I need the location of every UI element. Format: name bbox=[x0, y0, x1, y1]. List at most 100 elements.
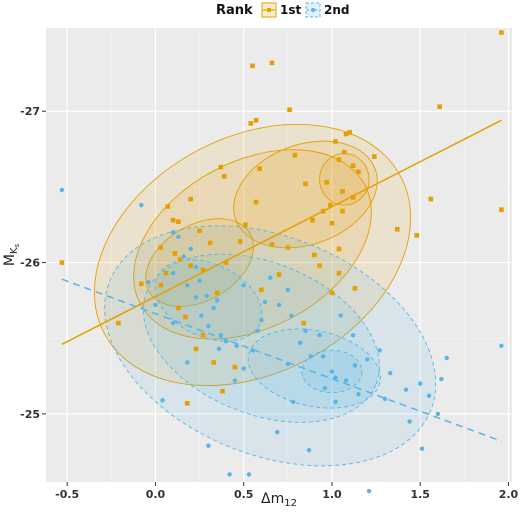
contour-2nd-level-3 bbox=[247, 328, 381, 409]
y-axis-title-sub: K bbox=[9, 247, 20, 254]
point-2nd bbox=[160, 398, 165, 403]
point-2nd bbox=[193, 264, 199, 270]
point-1st bbox=[292, 152, 298, 158]
point-2nd bbox=[306, 448, 312, 453]
point-2nd bbox=[170, 230, 176, 235]
y-tick-label: -27 bbox=[20, 105, 40, 118]
point-2nd bbox=[227, 472, 232, 477]
point-2nd bbox=[234, 343, 239, 348]
legend-label-1st: 1st bbox=[280, 3, 301, 17]
point-1st bbox=[200, 267, 206, 273]
fit-lines bbox=[61, 119, 502, 442]
point-2nd bbox=[289, 313, 294, 318]
point-1st bbox=[183, 314, 188, 320]
point-2nd bbox=[352, 363, 358, 368]
point-1st bbox=[59, 260, 65, 265]
point-1st bbox=[499, 207, 504, 212]
point-2nd bbox=[218, 333, 223, 338]
point-2nd bbox=[285, 287, 291, 293]
point-1st bbox=[342, 149, 347, 155]
point-2nd bbox=[216, 346, 222, 352]
point-1st bbox=[116, 320, 121, 326]
point-2nd bbox=[377, 348, 382, 353]
point-2nd bbox=[139, 202, 144, 208]
y-axis-title-base: M bbox=[2, 254, 18, 266]
point-2nd bbox=[333, 399, 338, 404]
point-2nd bbox=[206, 323, 211, 329]
point-2nd bbox=[418, 381, 423, 386]
point-2nd bbox=[407, 419, 412, 424]
x-tick-label: 1.5 bbox=[410, 488, 430, 501]
point-2nd bbox=[204, 293, 209, 299]
point-2nd bbox=[426, 393, 432, 398]
point-1st bbox=[221, 174, 227, 179]
point-2nd bbox=[366, 488, 372, 494]
point-2nd bbox=[382, 396, 388, 401]
contour-2nd-level-4 bbox=[154, 259, 263, 342]
point-2nd bbox=[439, 376, 444, 382]
point-2nd bbox=[197, 278, 202, 283]
point-1st bbox=[276, 272, 282, 277]
point-1st bbox=[214, 290, 220, 296]
point-2nd bbox=[267, 275, 273, 280]
point-1st bbox=[320, 208, 326, 214]
point-2nd bbox=[170, 270, 176, 276]
point-2nd bbox=[308, 354, 313, 359]
point-1st bbox=[303, 181, 308, 187]
point-2nd bbox=[333, 375, 338, 380]
point-2nd bbox=[146, 280, 151, 285]
point-1st bbox=[336, 246, 342, 252]
point-1st bbox=[250, 63, 255, 69]
point-2nd bbox=[444, 355, 449, 361]
point-2nd bbox=[176, 234, 181, 240]
point-1st bbox=[285, 245, 291, 250]
point-1st bbox=[139, 281, 144, 287]
point-2nd bbox=[211, 305, 216, 311]
point-2nd bbox=[343, 378, 349, 383]
point-1st bbox=[193, 346, 199, 352]
point-1st bbox=[184, 401, 190, 406]
point-2nd bbox=[285, 361, 291, 367]
point-1st bbox=[336, 270, 342, 276]
point-2nd bbox=[403, 387, 409, 392]
point-1st bbox=[172, 251, 178, 256]
point-2nd bbox=[153, 302, 158, 308]
panel-background bbox=[46, 28, 512, 482]
point-1st bbox=[347, 130, 352, 135]
x-tick-label: 0.0 bbox=[146, 488, 166, 501]
point-2nd bbox=[188, 246, 193, 252]
point-2nd bbox=[499, 343, 504, 348]
point-1st bbox=[207, 240, 213, 246]
grid-minor bbox=[46, 28, 512, 482]
point-1st bbox=[333, 139, 338, 144]
point-2nd bbox=[185, 283, 190, 288]
y-axis-title-subsub: s bbox=[13, 244, 21, 248]
point-1st bbox=[336, 157, 342, 162]
contour-1st-level-3 bbox=[233, 140, 378, 249]
point-2nd bbox=[241, 366, 246, 371]
point-1st bbox=[329, 290, 335, 296]
point-1st bbox=[394, 226, 400, 232]
point-2nd bbox=[232, 378, 238, 383]
point-1st bbox=[158, 245, 164, 250]
point-1st bbox=[317, 263, 322, 268]
point-1st bbox=[372, 154, 377, 159]
point-1st bbox=[329, 220, 335, 226]
grid-major bbox=[46, 28, 512, 482]
point-2nd bbox=[215, 298, 220, 303]
point-2nd bbox=[317, 333, 322, 338]
legend-key-marker-2nd bbox=[311, 8, 315, 12]
point-1st bbox=[248, 121, 254, 126]
legend-items: 1st 2nd bbox=[261, 2, 349, 18]
point-1st bbox=[176, 219, 181, 225]
point-2nd bbox=[250, 348, 255, 353]
point-1st bbox=[340, 189, 345, 194]
point-2nd bbox=[223, 339, 229, 344]
point-1st bbox=[343, 131, 349, 137]
y-axis-ticks: -25 -26 -27 bbox=[20, 105, 46, 421]
point-1st bbox=[259, 287, 264, 293]
point-2nd bbox=[338, 313, 343, 318]
fit-line-2nd bbox=[61, 278, 502, 442]
point-2nd bbox=[276, 302, 282, 308]
